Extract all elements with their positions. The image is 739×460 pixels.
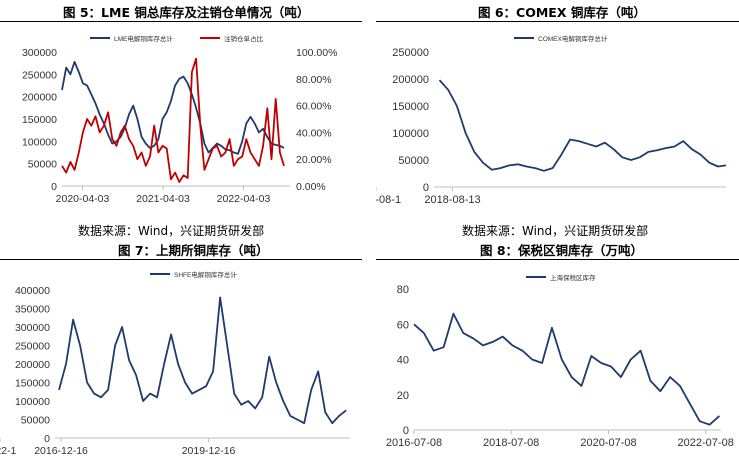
y-tick-label: 50000 bbox=[28, 159, 57, 171]
legend-label-2: 注销仓单占比 bbox=[224, 34, 264, 43]
y-tick-label: 250000 bbox=[15, 341, 50, 353]
y-tick-label: 150000 bbox=[392, 101, 429, 113]
series-line-1 bbox=[438, 79, 727, 172]
y-tick-label: 300000 bbox=[22, 47, 57, 59]
series-line-1 bbox=[61, 60, 285, 155]
x-tick-label: 2018-08-13 bbox=[424, 194, 480, 206]
figure-8-chart: 0 20 40 60 80 2016-07-08 2018-07-08 2020-07-08 2… bbox=[386, 273, 734, 449]
y2-tick-label: 40.00% bbox=[296, 127, 332, 139]
y-tick-label: 0 bbox=[423, 182, 429, 194]
x-tick-label: 2022-04-03 bbox=[217, 193, 271, 205]
source-left: 数据来源：Wind，兴证期货研发部 bbox=[78, 224, 265, 238]
x-tick-label: 2022-08-1 bbox=[376, 194, 401, 206]
y-tick-label: 350000 bbox=[15, 304, 50, 316]
legend-label-1: COMEX电解铜库存总计 bbox=[538, 34, 608, 43]
y-tick-label: 50000 bbox=[398, 155, 429, 167]
y2-tick-label: 20.00% bbox=[296, 154, 332, 166]
y-tick-label: 0 bbox=[44, 433, 50, 445]
y2-tick-label: 100.00% bbox=[296, 47, 337, 59]
figure-6-rule bbox=[376, 21, 739, 22]
x-tick-label: 2020-04-03 bbox=[56, 193, 110, 205]
figure-7-title: 图 7：上期所铜库存（吨） bbox=[118, 243, 269, 258]
y-tick-label: 150000 bbox=[22, 114, 57, 126]
y-tick-label: 250000 bbox=[22, 69, 57, 81]
y-tick-label: 250000 bbox=[392, 47, 429, 59]
legend-label-1: SHFE电解铜库存总计 bbox=[174, 270, 237, 279]
y-tick-label: 0 bbox=[403, 425, 409, 437]
y2-tick-label: 60.00% bbox=[296, 101, 332, 113]
y-tick-label: 40 bbox=[397, 355, 409, 367]
x-tick-label: 2022-1 bbox=[0, 445, 17, 457]
y-tick-label: 100000 bbox=[15, 396, 50, 408]
x-tick-label: 2018-07-08 bbox=[483, 437, 539, 449]
figure-5-chart: 0 50000 100000 150000 200000 250000 300000 0.00… bbox=[22, 34, 338, 205]
y-tick-label: 100000 bbox=[22, 136, 57, 148]
x-tick-label: 2021-04-03 bbox=[136, 193, 190, 205]
y-tick-label: 80 bbox=[397, 284, 409, 296]
x-tick-label: 2020-07-08 bbox=[580, 437, 636, 449]
legend-label-1: 上海保税区库存 bbox=[550, 273, 596, 282]
y-tick-label: 300000 bbox=[15, 322, 50, 334]
y-tick-label: 60 bbox=[397, 319, 409, 331]
series-line-1 bbox=[58, 296, 347, 425]
y2-tick-label: 0.00% bbox=[296, 181, 326, 193]
x-tick-label: 2016-07-08 bbox=[386, 437, 442, 449]
x-tick-label: 2022-07-08 bbox=[678, 437, 734, 449]
y-tick-label: 200000 bbox=[22, 92, 57, 104]
figure-8-rule bbox=[376, 259, 739, 260]
legend-label-1: LME电解铜库存总计 bbox=[114, 34, 173, 43]
figure-7-rule bbox=[0, 259, 362, 260]
y-tick-label: 400000 bbox=[15, 285, 50, 297]
figure-5-rule bbox=[0, 21, 362, 22]
x-tick-label: 2016-12-16 bbox=[34, 445, 88, 457]
y-tick-label: 200000 bbox=[15, 359, 50, 371]
x-tick-label: 2019-12-16 bbox=[182, 445, 236, 457]
series-line-2 bbox=[61, 57, 285, 183]
figure-7-chart: 0 50000 100000 150000 200000 250000 300000 3500… bbox=[0, 270, 350, 457]
figure-6-title: 图 6：COMEX 铜库存（吨） bbox=[478, 5, 646, 20]
y2-tick-label: 80.00% bbox=[296, 74, 332, 86]
figure-6-chart: 0 50000 100000 150000 200000 250000 2018-08-13… bbox=[376, 34, 727, 206]
figure-5-title: 图 5：LME 铜总库存及注销仓单情况（吨） bbox=[63, 5, 310, 20]
series-line-1 bbox=[413, 312, 721, 426]
y-tick-label: 20 bbox=[397, 390, 409, 402]
y-tick-label: 150000 bbox=[15, 378, 50, 390]
figure-8-title: 图 8：保税区铜库存（万吨） bbox=[480, 243, 644, 258]
y-tick-label: 0 bbox=[51, 181, 57, 193]
y-tick-label: 50000 bbox=[21, 415, 50, 427]
source-right: 数据来源：Wind，兴证期货研发部 bbox=[462, 224, 649, 238]
y-tick-label: 100000 bbox=[392, 128, 429, 140]
y-tick-label: 200000 bbox=[392, 74, 429, 86]
